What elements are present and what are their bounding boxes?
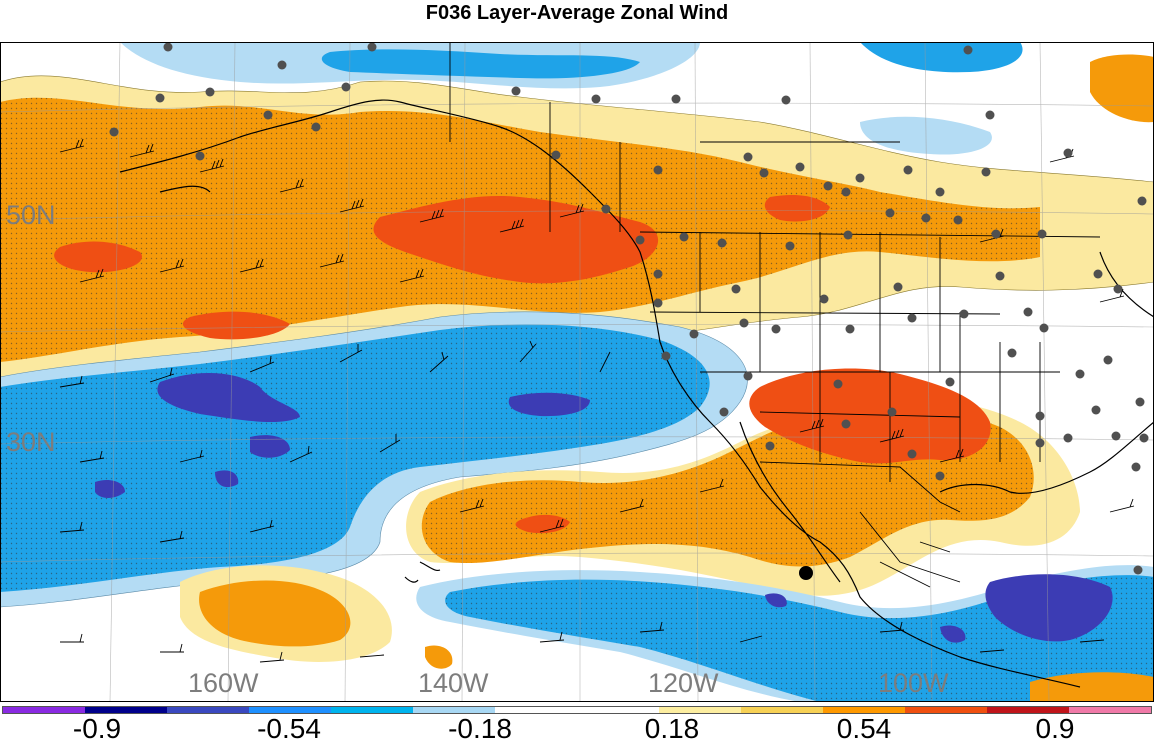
colorbar-segment xyxy=(85,707,167,713)
colorbar-segment xyxy=(905,707,987,713)
colorbar-segment xyxy=(3,707,85,713)
political-borders xyxy=(449,42,1101,588)
colorbar-segment xyxy=(577,707,659,713)
positive-patch-south xyxy=(425,645,453,669)
colorbar-label-neg-0.18: -0.18 xyxy=(448,713,512,744)
colorbar-label-0.18: 0.18 xyxy=(644,713,700,744)
colorbar-label-0.54: 0.54 xyxy=(836,713,892,744)
positive-patch-southeast xyxy=(1030,672,1154,702)
jet-core-east xyxy=(764,195,830,222)
lon-label-140w: 140W xyxy=(418,668,489,698)
colorbar-segment xyxy=(495,707,577,713)
colorbar xyxy=(2,706,1152,714)
observation-stations xyxy=(109,42,1149,575)
jet-core-north xyxy=(373,196,659,284)
negative-core-4 xyxy=(95,480,125,498)
colorbar-label-0.9: 0.9 xyxy=(1035,713,1075,744)
colorbar-segment xyxy=(167,707,249,713)
subtropical-jet-core-west xyxy=(515,514,570,534)
negative-core-1 xyxy=(157,372,300,423)
colorbar-segment xyxy=(741,707,823,713)
colorbar-segment xyxy=(249,707,331,713)
lon-label-120w: 120W xyxy=(648,668,719,698)
colorbar-segment xyxy=(413,707,495,713)
colorbar-segment xyxy=(1069,707,1151,713)
subtropical-jet-core xyxy=(749,368,991,464)
negative-band-north xyxy=(321,49,640,79)
lon-label-160w: 160W xyxy=(188,668,259,698)
positive-patch-southwest xyxy=(199,580,351,647)
coastlines xyxy=(119,99,1154,688)
negative-band-south-dots xyxy=(445,575,1154,702)
wind-map xyxy=(0,42,1154,702)
negative-core-2 xyxy=(508,392,590,417)
map-panel: 50N 30N 160W 140W 120W 100W xyxy=(0,42,1154,702)
negative-core-5 xyxy=(215,470,239,488)
colorbar-segment xyxy=(987,707,1069,713)
colorbar-segment xyxy=(823,707,905,713)
colorbar-segment xyxy=(331,707,413,713)
wind-barbs xyxy=(59,138,1135,663)
chart-title: F036 Layer-Average Zonal Wind xyxy=(425,2,729,24)
colorbar-label-neg-0.54: -0.54 xyxy=(257,713,321,744)
lat-label-30n: 30N xyxy=(6,427,56,457)
graticule xyxy=(0,42,1154,702)
jet-core-west xyxy=(54,241,142,273)
lat-label-50n: 50N xyxy=(6,200,56,230)
negative-core-south-2 xyxy=(940,625,966,643)
colorbar-segment xyxy=(659,707,741,713)
negative-core-south-3 xyxy=(765,593,787,608)
negative-core-south xyxy=(985,574,1113,642)
lon-label-100w: 100W xyxy=(878,668,949,698)
highlighted-point-marker xyxy=(799,566,813,580)
colorbar-label-neg-0.9: -0.9 xyxy=(72,713,122,744)
negative-band-northeast xyxy=(860,42,1023,73)
jet-core-mid xyxy=(182,311,290,340)
negative-core-3 xyxy=(250,435,290,458)
